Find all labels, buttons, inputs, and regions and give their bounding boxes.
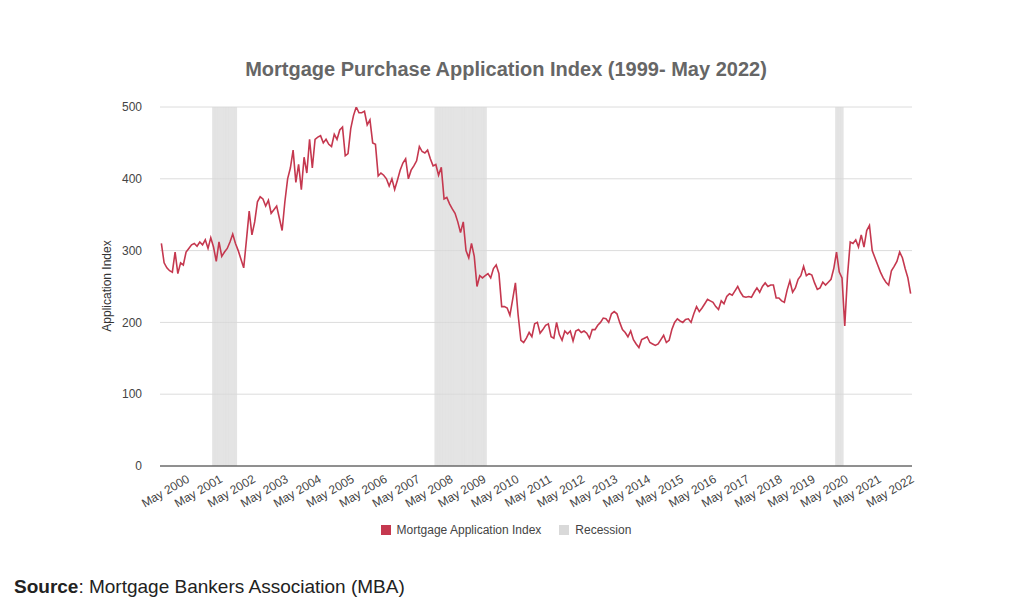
svg-text:May 2017: May 2017	[699, 471, 752, 511]
html-text:Recession: Recession	[575, 523, 632, 537]
svg-text:200: 200	[122, 316, 142, 330]
svg-text:May 2003: May 2003	[238, 471, 291, 511]
svg-text:May 2002: May 2002	[205, 471, 258, 511]
svg-text:500: 500	[122, 100, 142, 114]
svg-text:May 2010: May 2010	[468, 471, 522, 511]
svg-text:May 2006: May 2006	[336, 471, 390, 511]
svg-text:May 2018: May 2018	[732, 471, 785, 511]
svg-text:May 2004: May 2004	[270, 471, 324, 511]
svg-text:0: 0	[135, 459, 142, 473]
html-text:Mortgage Application Index: Mortgage Application Index	[396, 523, 542, 537]
svg-text:300: 300	[122, 244, 142, 258]
svg-text:May 2016: May 2016	[666, 471, 719, 511]
svg-text:May 2000: May 2000	[139, 471, 192, 511]
svg-text:May 2008: May 2008	[402, 471, 456, 511]
svg-text:May 2009: May 2009	[435, 471, 489, 511]
html-text:Mortgage Purchase Application: Mortgage Purchase Application Index (199…	[245, 58, 767, 80]
html-text:Application Index: Application Index	[100, 240, 114, 332]
svg-text:May 2019: May 2019	[764, 471, 818, 511]
svg-text:400: 400	[122, 172, 142, 186]
html-text:Source: Mortgage Bankers Assoc: Source: Mortgage Bankers Association (MB…	[14, 576, 405, 597]
svg-text:May 2012: May 2012	[534, 471, 587, 511]
svg-text:May 2011: May 2011	[502, 471, 555, 510]
svg-text:100: 100	[122, 387, 142, 401]
svg-text:May 2020: May 2020	[797, 471, 851, 511]
svg-text:May 2001: May 2001	[172, 471, 225, 511]
svg-text:May 2022: May 2022	[864, 472, 917, 511]
svg-text:May 2007: May 2007	[369, 471, 423, 511]
svg-text:May 2005: May 2005	[303, 471, 357, 511]
svg-text:May 2015: May 2015	[633, 471, 686, 511]
svg-text:May 2013: May 2013	[567, 471, 620, 511]
svg-text:May 2021: May 2021	[830, 471, 884, 511]
svg-text:May 2014: May 2014	[600, 471, 653, 511]
